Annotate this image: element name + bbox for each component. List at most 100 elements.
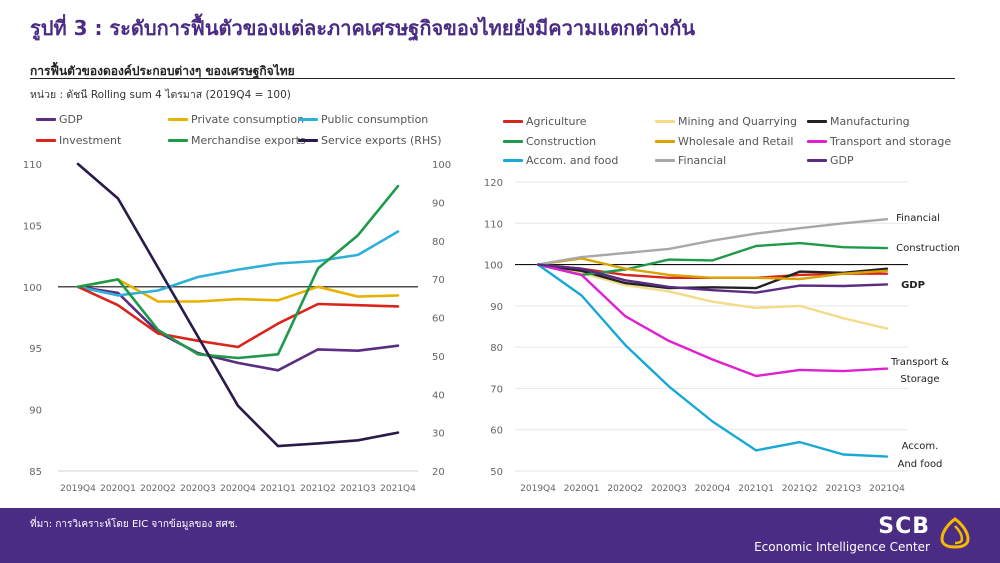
y-tick-label: 90 <box>29 406 42 417</box>
legend-label: Agriculture <box>526 115 587 128</box>
x-tick-label: 2020Q2 <box>607 484 643 494</box>
y2-tick-label: 50 <box>432 352 445 363</box>
series-line-manufacturing <box>536 263 889 290</box>
annotation-financial: Financial <box>896 213 940 224</box>
legend-item-investment: Investment <box>36 134 121 147</box>
legend-label: Merchandise exports <box>191 134 306 147</box>
legend-item-wholesale-and-retail: Wholesale and Retail <box>655 135 793 148</box>
x-tick-label: 2021Q2 <box>782 484 818 494</box>
legend-item-private-consumption: Private consumption <box>168 113 304 126</box>
legend-item-gdp: GDP <box>807 154 854 167</box>
brand-block: SCB Economic Intelligence Center <box>754 515 930 555</box>
annotation-gdp: GDP <box>901 280 925 291</box>
series-line-accom-and-food <box>536 263 889 458</box>
legend-swatch <box>298 139 318 142</box>
legend-swatch <box>807 120 827 123</box>
legend-swatch <box>807 139 827 143</box>
legend-swatch <box>655 159 675 162</box>
legend-label: Financial <box>678 154 727 167</box>
series-line-gdp <box>536 263 889 294</box>
x-tick-label: 2020Q2 <box>140 484 176 494</box>
series-line-financial <box>536 217 889 266</box>
legend-swatch <box>503 120 523 123</box>
y-tick-label: 120 <box>484 178 503 189</box>
legend-swatch <box>168 118 188 121</box>
x-tick-label: 2021Q3 <box>340 484 376 494</box>
y-tick-label: 110 <box>23 160 42 171</box>
legend-label: Service exports (RHS) <box>321 134 442 147</box>
legend-label: Investment <box>59 134 122 147</box>
legend-swatch <box>298 118 318 121</box>
legend-swatch <box>36 139 56 142</box>
legend-swatch <box>655 120 675 123</box>
x-tick-label: 2021Q1 <box>260 484 296 494</box>
legend-item-gdp: GDP <box>36 113 83 126</box>
annotation-storage: Storage <box>900 374 939 385</box>
x-tick-label: 2021Q4 <box>869 484 905 494</box>
y-tick-label: 100 <box>23 283 42 294</box>
x-tick-label: 2020Q1 <box>100 484 136 494</box>
right-line-chart: 50 60 70 80 90 100 110 120 2019Q4 2020Q1 2020Q2 202… <box>484 178 960 494</box>
series-line-mining-and-quarrying <box>536 263 889 330</box>
annotation-accom: Accom. <box>902 441 939 452</box>
legend-item-financial: Financial <box>655 154 726 167</box>
y-tick-label: 70 <box>490 384 503 395</box>
source-note: ที่มา: การวิเคราะห์โดย EIC จากข้อมูลของ … <box>30 519 238 530</box>
legend-swatch <box>503 159 523 162</box>
page-title: รูปที่ 3 : ระดับการฟื้นตัวของแต่ละภาคเศร… <box>30 16 696 40</box>
y-tick-label: 60 <box>490 426 503 437</box>
y2-tick-label: 70 <box>432 275 445 286</box>
y2-tick-label: 40 <box>432 390 445 401</box>
x-tick-label: 2021Q4 <box>380 484 416 494</box>
unit-note: หน่วย : ดัชนี Rolling sum 4 ไตรมาส (2019… <box>30 89 291 101</box>
legend-swatch <box>503 139 523 143</box>
y-tick-label: 110 <box>484 219 503 230</box>
legend-item-construction: Construction <box>503 135 596 148</box>
legend-label: Construction <box>526 134 597 148</box>
brand-subtitle: Economic Intelligence Center <box>754 540 930 554</box>
y2-tick-label: 30 <box>432 429 445 440</box>
series-line-transport-and-storage <box>536 263 889 378</box>
y2-tick-label: 20 <box>432 467 445 478</box>
x-tick-label: 2020Q4 <box>695 484 731 494</box>
x-tick-label: 2020Q4 <box>220 484 256 494</box>
legend-label: Manufacturing <box>830 115 910 128</box>
x-tick-label: 2020Q3 <box>180 484 216 494</box>
y2-tick-label: 100 <box>432 160 451 171</box>
legend-label: GDP <box>830 154 854 167</box>
x-tick-label: 2020Q1 <box>564 484 600 494</box>
y-tick-label: 85 <box>29 467 42 478</box>
left-line-chart: 85 90 95 100 105 110 20 30 40 50 60 70 80 90 100 2019Q4… <box>23 160 451 494</box>
y-tick-label: 100 <box>484 261 503 272</box>
legend-item-agriculture: Agriculture <box>503 115 587 128</box>
legend-item-accom-and-food: Accom. and food <box>503 154 618 167</box>
legend-item-manufacturing: Manufacturing <box>807 115 910 128</box>
y-tick-label: 95 <box>29 344 42 355</box>
legend-swatch <box>36 118 56 121</box>
series-line-investment <box>76 285 400 349</box>
legend-item-transport-and-storage: Transport and storage <box>807 135 951 148</box>
series-line-private-consumption <box>76 278 400 303</box>
y-tick-label: 105 <box>23 221 42 232</box>
brand-name: SCB <box>878 514 930 539</box>
legend-swatch <box>168 139 188 142</box>
annotation-construction: Construction <box>896 243 960 254</box>
y-tick-label: 90 <box>490 302 503 313</box>
legend-item-public-consumption: Public consumption <box>298 113 428 126</box>
legend-label: Transport and storage <box>830 134 952 148</box>
legend-label: Public consumption <box>321 113 429 126</box>
legend-label: Accom. and food <box>526 154 619 167</box>
legend-swatch <box>655 139 675 143</box>
scb-logo-icon <box>940 517 970 549</box>
series-line-wholesale-and-retail <box>536 257 889 281</box>
y-tick-label: 80 <box>490 343 503 354</box>
y-tick-label: 50 <box>490 467 503 478</box>
series-line-merchandise-exports <box>76 184 400 360</box>
legend-item-mining-and-quarrying: Mining and Quarrying <box>655 115 797 128</box>
legend-swatch <box>807 159 827 162</box>
annotation-and-food: And food <box>898 459 943 470</box>
y2-tick-label: 90 <box>432 198 445 209</box>
x-tick-label: 2020Q3 <box>651 484 687 494</box>
annotation-transport: Transport & <box>890 357 949 368</box>
y2-tick-label: 60 <box>432 314 445 325</box>
